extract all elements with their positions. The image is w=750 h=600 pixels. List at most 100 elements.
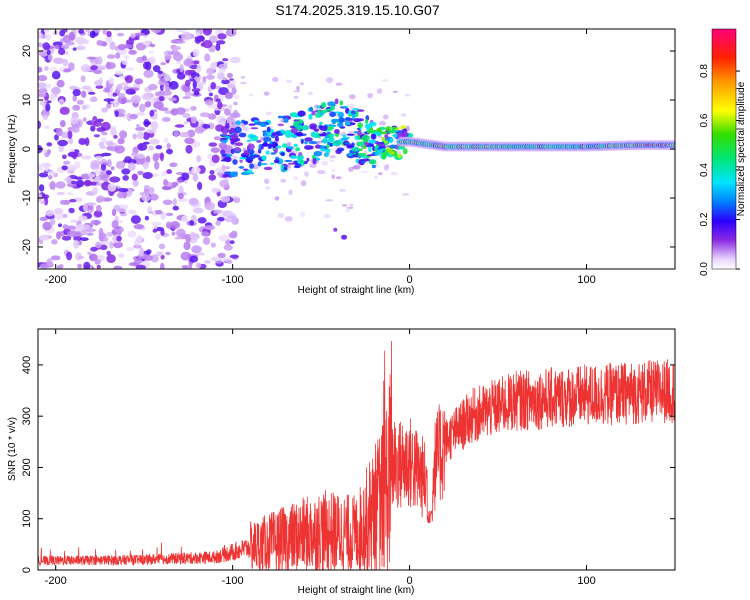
heatmap-cell [117,137,125,145]
heatmap-cell [131,180,139,186]
heatmap-cell [117,188,129,193]
heatmap-cell [286,79,293,83]
heatmap-cell [143,185,151,189]
heatmap-cell [47,53,53,61]
heatmap-cell [78,255,85,260]
heatmap-cell [404,93,411,97]
heatmap-cell [38,184,45,192]
heatmap-cell [309,106,314,112]
heatmap-cell [235,120,241,125]
heatmap-cell [240,81,247,85]
heatmap-cell [350,110,356,115]
heatmap-cell [95,261,100,265]
heatmap-cell [116,191,126,199]
heatmap-cell [202,124,211,129]
heatmap-cell [128,49,137,55]
heatmap-cell [63,160,71,165]
heatmap-cell [43,29,50,34]
heatmap-cell [124,55,129,60]
heatmap-cell [246,139,252,142]
heatmap-cell [310,131,316,138]
heatmap-cell [327,138,335,143]
heatmap-cell [58,264,64,269]
heatmap-cell [240,76,246,79]
heatmap-cell [299,82,305,86]
heatmap-cell [293,119,300,122]
heatmap-cell [72,89,81,97]
heatmap-cell [280,164,285,171]
heatmap-cell [227,104,233,111]
heatmap-cell [349,203,354,207]
heatmap-cell [124,75,133,84]
heatmap-cell [115,52,121,59]
heatmap-cell [402,148,408,155]
heatmap-cell [301,124,309,131]
colorbar-tick-label: 0.6 [699,113,710,127]
heatmap-cell [72,152,77,160]
heatmap-cell [136,143,148,151]
heatmap-cell [38,193,43,201]
heatmap-cell [232,159,238,165]
heatmap-cell [135,264,146,269]
heatmap-cell [38,120,42,129]
heatmap-cell [176,29,187,33]
heatmap-cell [150,193,159,201]
heatmap-cell [117,32,125,37]
heatmap-xtick-label: -100 [222,274,244,286]
heatmap-cell [92,168,102,174]
heatmap-cell [355,152,359,156]
heatmap-cell [106,102,112,109]
heatmap-cell [117,113,125,117]
heatmap-cell [126,112,132,122]
heatmap-cell [87,88,93,93]
heatmap-cell [317,170,326,175]
heatmap-cell [306,157,310,162]
heatmap-cell [280,178,287,183]
heatmap-cell [71,126,80,133]
heatmap-cell [175,228,186,238]
heatmap-cell [345,120,350,126]
heatmap-cell [69,199,77,203]
heatmap-cell [106,170,112,176]
heatmap-cell [165,212,174,217]
heatmap-cell [107,183,117,192]
heatmap-cell [82,203,88,212]
heatmap-cell [100,137,107,144]
heatmap-cell [297,110,306,117]
heatmap-cell [233,197,241,203]
heatmap-cell [133,224,144,230]
heatmap-cell [274,135,279,142]
heatmap-cell [136,234,143,242]
heatmap-cell [70,116,79,125]
heatmap-cell [62,154,67,160]
heatmap-cell [247,159,253,164]
heatmap-cell [281,115,287,119]
heatmap-cell [114,145,125,154]
heatmap-cell [250,127,259,130]
heatmap-cell [61,44,70,50]
heatmap-cell [229,123,237,129]
heatmap-cell [63,68,72,73]
heatmap-cell [356,141,366,147]
heatmap-ylabel: Frequency (Hz) [7,115,18,184]
heatmap-cell [262,155,267,161]
heatmap-cell [308,113,313,120]
heatmap-cell [155,233,161,240]
heatmap-cell [369,159,377,165]
heatmap-cell [41,148,48,154]
heatmap-cell [159,262,165,269]
heatmap-cell [136,131,145,140]
heatmap-cell [38,42,44,48]
heatmap-cell [254,121,263,126]
heatmap-cell [217,33,227,40]
heatmap-cell [224,91,233,100]
heatmap-cell [66,225,77,230]
heatmap-cell [171,231,176,236]
heatmap-cell [89,30,96,39]
heatmap-cell [162,199,173,206]
heatmap-cell [150,43,156,48]
heatmap-cell [141,93,152,101]
heatmap-cell [403,128,407,132]
heatmap-cell [134,32,145,36]
heatmap-cell [181,264,188,269]
